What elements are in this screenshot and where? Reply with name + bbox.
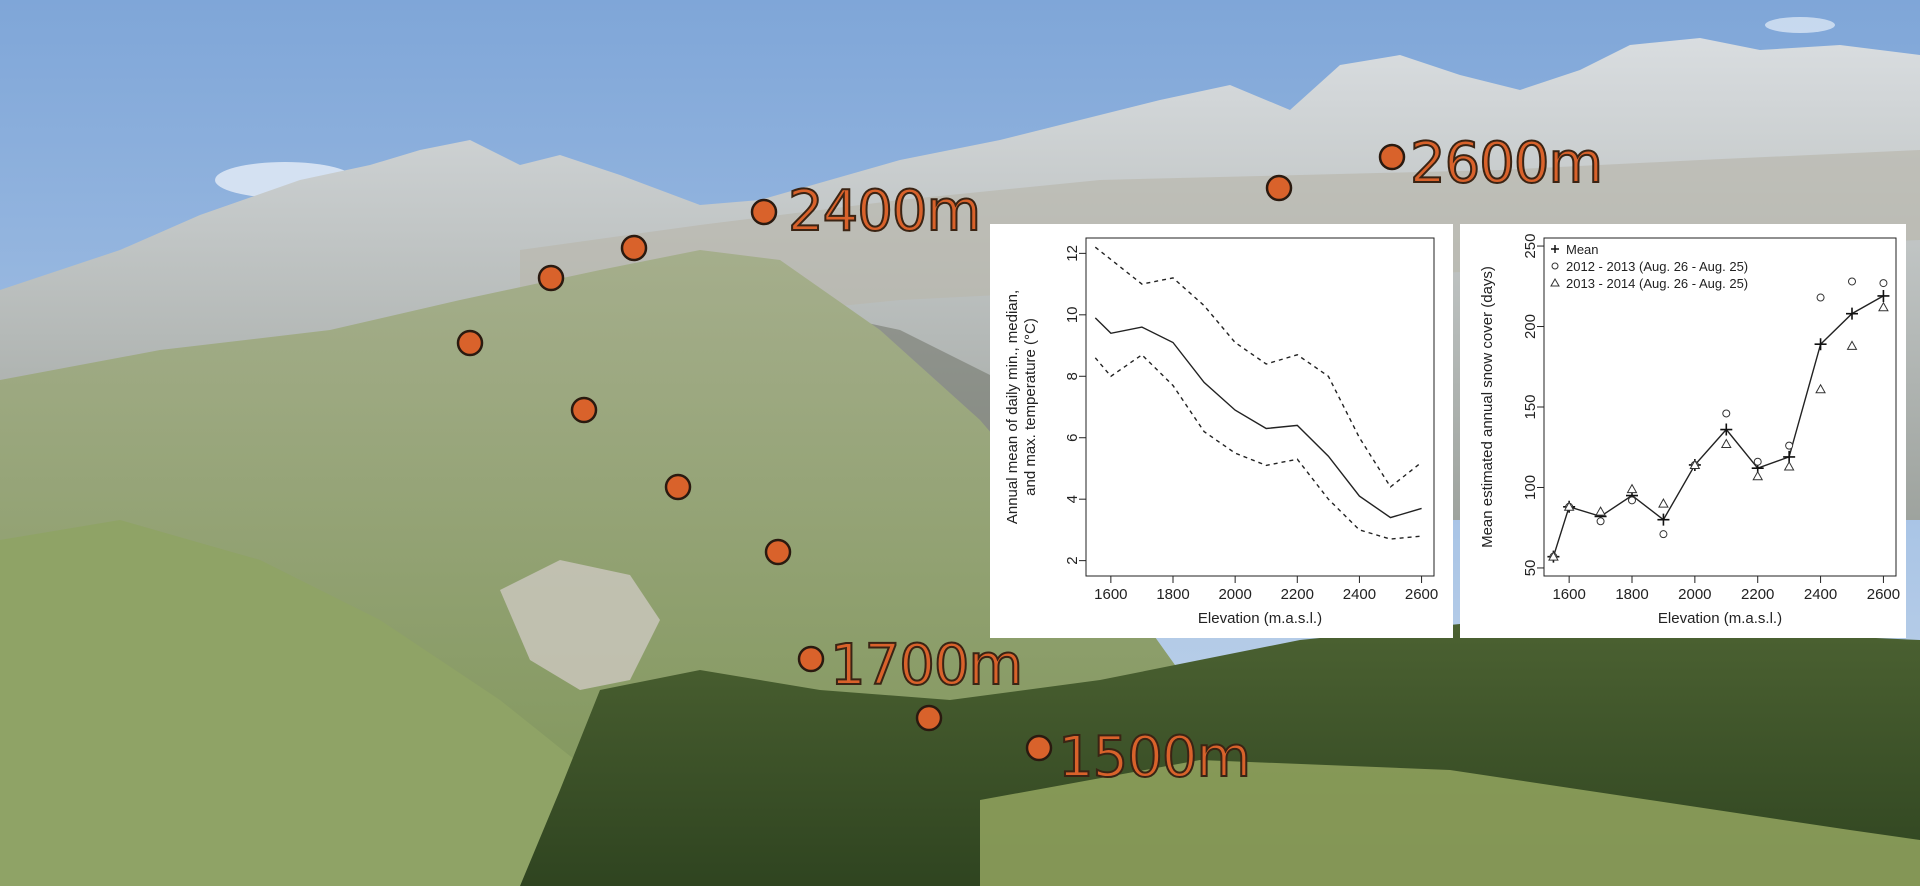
x-tick-label: 2000 <box>1218 586 1251 603</box>
legend-label: Mean <box>1566 242 1599 257</box>
label-2600m: 2600m <box>1409 131 1604 196</box>
data-point-triangle <box>1595 506 1606 516</box>
site-marker <box>664 473 692 501</box>
label-2400m: 2400m <box>787 179 982 244</box>
y-tick-label: 12 <box>1064 245 1081 262</box>
site-marker <box>1265 174 1293 202</box>
y-tick-label: 8 <box>1064 372 1081 380</box>
x-tick-label: 2400 <box>1804 586 1837 603</box>
site-marker <box>537 264 565 292</box>
x-tick-label: 1800 <box>1615 586 1648 603</box>
label-1500m: 1500m <box>1057 725 1252 790</box>
y-tick-label: 2 <box>1064 556 1081 564</box>
y-tick-label: 50 <box>1522 560 1539 577</box>
site-marker <box>620 234 648 262</box>
series-line <box>1094 353 1422 540</box>
x-tick-label: 1600 <box>1552 586 1585 603</box>
data-point-circle <box>1722 409 1731 418</box>
data-point-circle <box>1816 293 1825 302</box>
x-tick-label: 2000 <box>1678 586 1711 603</box>
data-point-triangle <box>1626 483 1638 494</box>
legend-marker <box>1550 277 1560 287</box>
series-line <box>1094 246 1423 488</box>
site-marker <box>1025 734 1053 762</box>
x-tick-label: 2200 <box>1741 586 1774 603</box>
x-tick-label: 1600 <box>1094 586 1127 603</box>
data-point-triangle <box>1689 459 1701 469</box>
y-axis-label: Annual mean of daily min., median, <box>1004 290 1021 524</box>
data-point-circle <box>1628 496 1636 505</box>
data-point-circle <box>1753 457 1762 466</box>
site-marker <box>764 538 792 566</box>
series-line <box>1552 295 1884 557</box>
scree <box>500 560 660 690</box>
y-tick-label: 100 <box>1522 475 1539 500</box>
data-point-plus <box>1846 307 1858 320</box>
site-marker <box>1378 143 1406 171</box>
x-tick-label: 2400 <box>1343 586 1376 603</box>
legend-label: 2013 - 2014 (Aug. 26 - Aug. 25) <box>1566 276 1748 291</box>
x-axis-label: Elevation (m.a.s.l.) <box>1658 610 1782 627</box>
data-point-triangle <box>1815 383 1826 394</box>
x-tick-label: 2600 <box>1867 586 1900 603</box>
data-point-circle <box>1785 441 1794 450</box>
data-point-circle <box>1596 517 1605 526</box>
temperature-chart: 1600 1800 2000 2200 2400 2600 2 4 6 8 10 12 Elevatio… <box>1004 237 1438 627</box>
cloud <box>1765 17 1835 33</box>
x-tick-label: 2200 <box>1281 586 1314 603</box>
x-axis-label: Elevation (m.a.s.l.) <box>1198 610 1322 627</box>
snow-cover-chart: 1600 1800 2000 2200 2400 2600 50 100 150 200 250 El… <box>1479 234 1900 627</box>
legend-label: 2012 - 2013 (Aug. 26 - Aug. 25) <box>1566 259 1748 274</box>
plot-frame <box>1085 237 1435 577</box>
temperature-chart-panel: 1600 1800 2000 2200 2400 2600 2 4 6 8 10 12 Elevatio… <box>990 224 1453 638</box>
data-point-triangle <box>1752 470 1764 481</box>
label-1700m: 1700m <box>829 633 1024 698</box>
valley-meadow <box>980 760 1920 886</box>
site-markers <box>456 143 1406 762</box>
data-point-circle <box>1879 279 1888 288</box>
data-point-plus <box>1877 289 1890 302</box>
y-tick-label: 10 <box>1064 306 1081 323</box>
snow-cover-chart-panel: 1600 1800 2000 2200 2400 2600 50 100 150 200 250 El… <box>1460 224 1906 638</box>
data-point-triangle <box>1720 438 1732 449</box>
site-marker <box>570 396 598 424</box>
x-tick-label: 2600 <box>1405 586 1438 603</box>
grass-slope-near <box>0 520 660 886</box>
data-point-triangle <box>1846 340 1858 350</box>
data-point-circle <box>1659 530 1668 539</box>
series-line <box>1094 317 1422 519</box>
site-marker <box>750 198 778 226</box>
data-point-plus <box>1657 513 1670 526</box>
y-tick-label: 200 <box>1522 314 1539 339</box>
data-point-triangle <box>1548 551 1559 561</box>
site-marker <box>915 704 943 732</box>
y-tick-label: 150 <box>1522 394 1539 419</box>
y-tick-label: 250 <box>1522 234 1539 259</box>
data-point-triangle <box>1563 501 1575 511</box>
y-tick-label: 6 <box>1064 434 1081 442</box>
y-axis-label: and max. temperature (°C) <box>1022 318 1039 496</box>
legend-marker <box>1551 245 1559 253</box>
legend-marker <box>1551 262 1559 270</box>
data-point-plus <box>1783 450 1796 463</box>
data-point-plus <box>1814 338 1827 351</box>
data-point-triangle <box>1878 301 1889 312</box>
x-tick-label: 1800 <box>1156 586 1189 603</box>
site-marker <box>456 329 484 357</box>
y-tick-label: 4 <box>1064 495 1081 503</box>
data-point-triangle <box>1783 461 1795 471</box>
data-point-triangle <box>1658 498 1669 508</box>
y-axis-label: Mean estimated annual snow cover (days) <box>1479 266 1496 548</box>
data-point-plus <box>1720 423 1733 436</box>
data-point-circle <box>1848 277 1856 286</box>
site-marker <box>797 645 825 673</box>
